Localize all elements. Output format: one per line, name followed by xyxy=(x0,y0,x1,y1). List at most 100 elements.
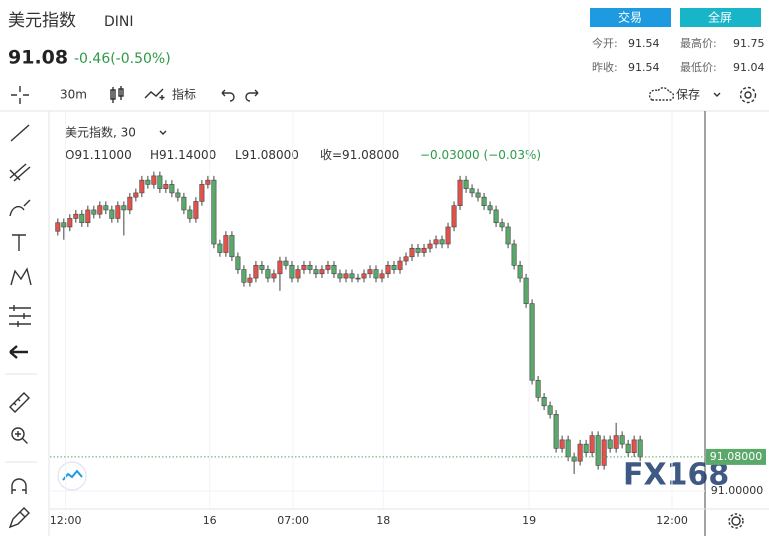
hide-tool[interactable] xyxy=(9,345,28,359)
last-price-label: 91.08000 xyxy=(710,450,763,463)
candle-body xyxy=(577,443,583,462)
text-tool[interactable] xyxy=(12,234,26,251)
candle-body xyxy=(565,439,571,458)
candle-body xyxy=(103,205,109,211)
candle-body xyxy=(331,264,337,275)
ruler-tool[interactable] xyxy=(9,392,30,413)
candle-body xyxy=(511,243,517,266)
line-tool[interactable] xyxy=(10,124,30,142)
price: 91.08 xyxy=(8,47,68,69)
candle-body xyxy=(145,179,151,185)
candle-body xyxy=(475,192,481,198)
candle-body xyxy=(307,264,313,270)
candle-body xyxy=(355,277,361,280)
stat-value: 91.54 xyxy=(628,61,660,74)
candle-body xyxy=(259,264,265,270)
interval[interactable]: 30m xyxy=(60,88,87,102)
pattern-tool[interactable] xyxy=(10,267,32,286)
candle-body xyxy=(139,179,145,194)
stat-value: 91.75 xyxy=(733,37,765,50)
candle-body xyxy=(121,205,127,211)
candle-body xyxy=(583,443,589,453)
indicator-icon[interactable] xyxy=(144,88,165,100)
fullscreen-button[interactable] xyxy=(680,8,761,27)
candle-body xyxy=(325,264,331,270)
candle-body xyxy=(211,179,217,245)
redo[interactable] xyxy=(245,89,259,102)
x-tick-label: 18 xyxy=(376,514,390,527)
legend-item: H91.14000 xyxy=(150,148,216,162)
candle-body xyxy=(73,213,79,219)
candle-body xyxy=(571,456,577,462)
candle-body xyxy=(163,184,169,189)
candle-body xyxy=(613,435,619,449)
candle-body xyxy=(499,222,505,228)
x-tick-label: 12:00 xyxy=(50,514,82,527)
candle-body xyxy=(151,175,157,185)
undo[interactable] xyxy=(221,89,235,102)
save[interactable]: 保存 xyxy=(676,88,700,102)
candle-body xyxy=(601,439,607,466)
brush-tool[interactable] xyxy=(9,199,31,217)
candle-body xyxy=(91,209,97,215)
candle-body xyxy=(637,439,643,458)
candle-body xyxy=(271,273,277,279)
candle-body xyxy=(115,205,121,219)
candle-body xyxy=(67,218,73,228)
candle-body xyxy=(367,269,373,275)
y-tick-label: 91.00000 xyxy=(711,484,764,497)
zoom-tool[interactable] xyxy=(11,427,28,444)
candle-body xyxy=(505,226,511,245)
edit-tool[interactable] xyxy=(8,507,30,529)
title-menu[interactable] xyxy=(159,130,167,135)
indicators[interactable]: 指标 xyxy=(172,87,196,102)
candle-body xyxy=(295,269,301,279)
save-menu[interactable] xyxy=(713,92,721,97)
watermark-badge[interactable] xyxy=(57,461,87,491)
candle-body xyxy=(205,179,211,185)
candle-body xyxy=(421,247,427,253)
trade-button[interactable] xyxy=(590,8,671,27)
candle-body xyxy=(415,247,421,253)
candle-body xyxy=(301,264,307,270)
candle-body xyxy=(127,196,133,211)
candle-body xyxy=(391,264,397,270)
candle-body xyxy=(397,260,403,270)
candle-body xyxy=(547,405,553,415)
ohlc-legend: O91.11000 H91.14000 L91.08000 收=91.08000 −0.… xyxy=(65,148,541,162)
fib-tool[interactable] xyxy=(9,163,31,182)
candle-body xyxy=(157,175,163,189)
x-tick-label: 16 xyxy=(203,514,217,527)
candle-body xyxy=(481,196,487,206)
candle-body xyxy=(235,256,241,270)
candle-body xyxy=(181,196,187,211)
candle-body xyxy=(175,192,181,198)
trade-button-label[interactable]: 交易 xyxy=(618,10,642,25)
candle-body xyxy=(457,179,463,206)
candle-body xyxy=(109,209,115,219)
x-tick-label: 07:00 xyxy=(277,514,309,527)
magnet-tool[interactable] xyxy=(11,478,27,494)
measure-tool[interactable] xyxy=(9,305,31,327)
candle-body xyxy=(187,209,193,219)
candle-type-icon[interactable] xyxy=(110,86,124,103)
settings[interactable] xyxy=(739,86,757,104)
candle-body xyxy=(283,260,289,266)
cloud-icon[interactable] xyxy=(648,87,675,101)
reset-icon[interactable] xyxy=(728,513,744,529)
candle-body xyxy=(631,439,637,453)
candle-body xyxy=(529,303,535,381)
left-toolbar xyxy=(5,124,37,529)
candle-body xyxy=(229,235,235,258)
candle-body xyxy=(595,435,601,466)
candle-body xyxy=(559,439,565,449)
candle-body xyxy=(337,273,343,279)
candle-body xyxy=(61,222,67,228)
candle-body xyxy=(55,222,61,232)
candle-body xyxy=(517,264,523,279)
candle-body xyxy=(199,184,205,202)
candle-body xyxy=(625,443,631,453)
crosshair-tool[interactable] xyxy=(11,86,29,104)
fullscreen-button-label[interactable]: 全屏 xyxy=(708,10,732,25)
